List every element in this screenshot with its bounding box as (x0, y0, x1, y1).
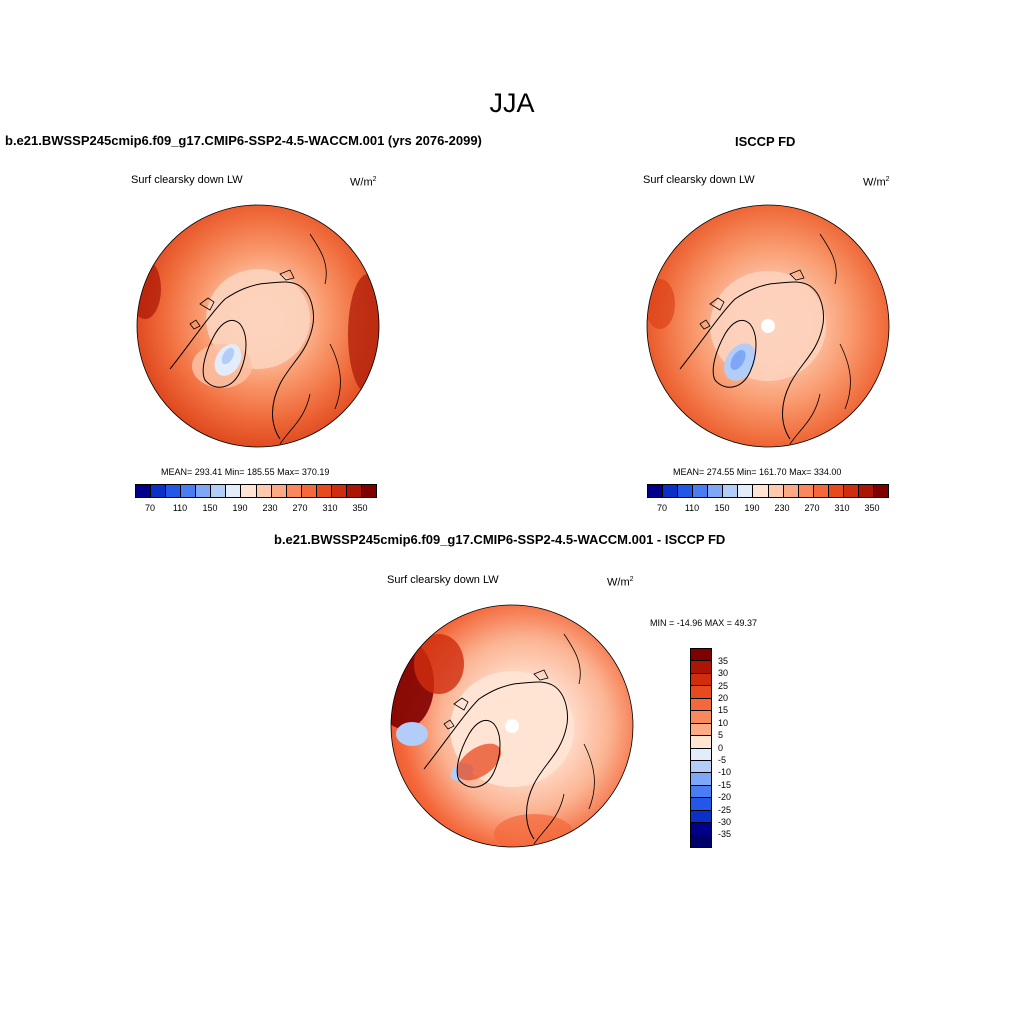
obs-variable-label: Surf clearsky down LW (643, 174, 755, 186)
obs-colorbar-tick: 190 (744, 503, 760, 513)
obs-colorbar-tick: 310 (834, 503, 850, 513)
diff-negative-region (396, 722, 428, 746)
diff-pole-hole (505, 719, 519, 733)
model-colorbar (135, 484, 377, 498)
obs-units-label: W/m2 (863, 176, 890, 189)
model-stats: MEAN= 293.41 Min= 185.55 Max= 370.19 (161, 467, 330, 477)
obs-polar-map (646, 204, 890, 448)
obs-colorbar-tick: 270 (804, 503, 820, 513)
diff-polar-map (390, 604, 634, 848)
obs-colorbar-tick: 230 (774, 503, 790, 513)
model-colorbar-tick: 270 (292, 503, 308, 513)
obs-stats: MEAN= 274.55 Min= 161.70 Max= 334.00 (673, 467, 842, 477)
model-colorbar-tick: 110 (172, 503, 188, 513)
obs-colorbar-tick: 150 (714, 503, 730, 513)
diff-colorbar-tick: 35 (718, 656, 729, 666)
obs-colorbar (647, 484, 889, 498)
diff-colorbar-tick: -30 (718, 817, 732, 827)
obs-colorbar-tick: 110 (684, 503, 700, 513)
diff-units-label: W/m2 (607, 576, 634, 589)
obs-pole-hole (761, 319, 775, 333)
diff-colorbar-tick: -15 (718, 780, 732, 790)
diff-colorbar-tick: -20 (718, 792, 732, 802)
diff-colorbar-tick: -10 (718, 767, 732, 777)
diff-colorbar-tick: 20 (718, 693, 729, 703)
model-colorbar-tick: 150 (202, 503, 218, 513)
diff-colorbar-tick: 5 (718, 730, 724, 740)
diff-colorbar-tick: 15 (718, 705, 729, 715)
model-panel-title: b.e21.BWSSP245cmip6.f09_g17.CMIP6-SSP2-4… (5, 133, 482, 148)
model-colorbar-tick: 230 (262, 503, 278, 513)
diff-variable-label: Surf clearsky down LW (387, 574, 499, 586)
model-arctic-ocean-region (206, 269, 310, 369)
diff-colorbar-tick: 0 (718, 743, 724, 753)
model-colorbar-tick: 350 (352, 503, 368, 513)
diff-colorbar-tick: -5 (718, 755, 727, 765)
diff-colorbar-tick: 10 (718, 718, 729, 728)
diff-colorbar-tick: -25 (718, 805, 732, 815)
model-units-label: W/m2 (350, 176, 377, 189)
model-colorbar-tick: 310 (322, 503, 338, 513)
diff-stats: MIN = -14.96 MAX = 49.37 (650, 618, 758, 628)
obs-colorbar-tick: 70 (656, 503, 668, 513)
model-variable-label: Surf clearsky down LW (131, 174, 243, 186)
diff-colorbar-tick: 30 (718, 668, 729, 678)
obs-panel-title: ISCCP FD (735, 134, 796, 149)
diff-colorbar (690, 648, 712, 848)
diff-colorbar-tick: 25 (718, 681, 729, 691)
obs-colorbar-tick: 350 (864, 503, 880, 513)
model-colorbar-tick: 70 (144, 503, 156, 513)
figure-title: JJA (489, 88, 535, 118)
model-colorbar-tick: 190 (232, 503, 248, 513)
model-polar-map (136, 204, 380, 448)
diff-panel-title: b.e21.BWSSP245cmip6.f09_g17.CMIP6-SSP2-4… (274, 532, 726, 547)
diff-colorbar-tick: -35 (718, 829, 732, 839)
